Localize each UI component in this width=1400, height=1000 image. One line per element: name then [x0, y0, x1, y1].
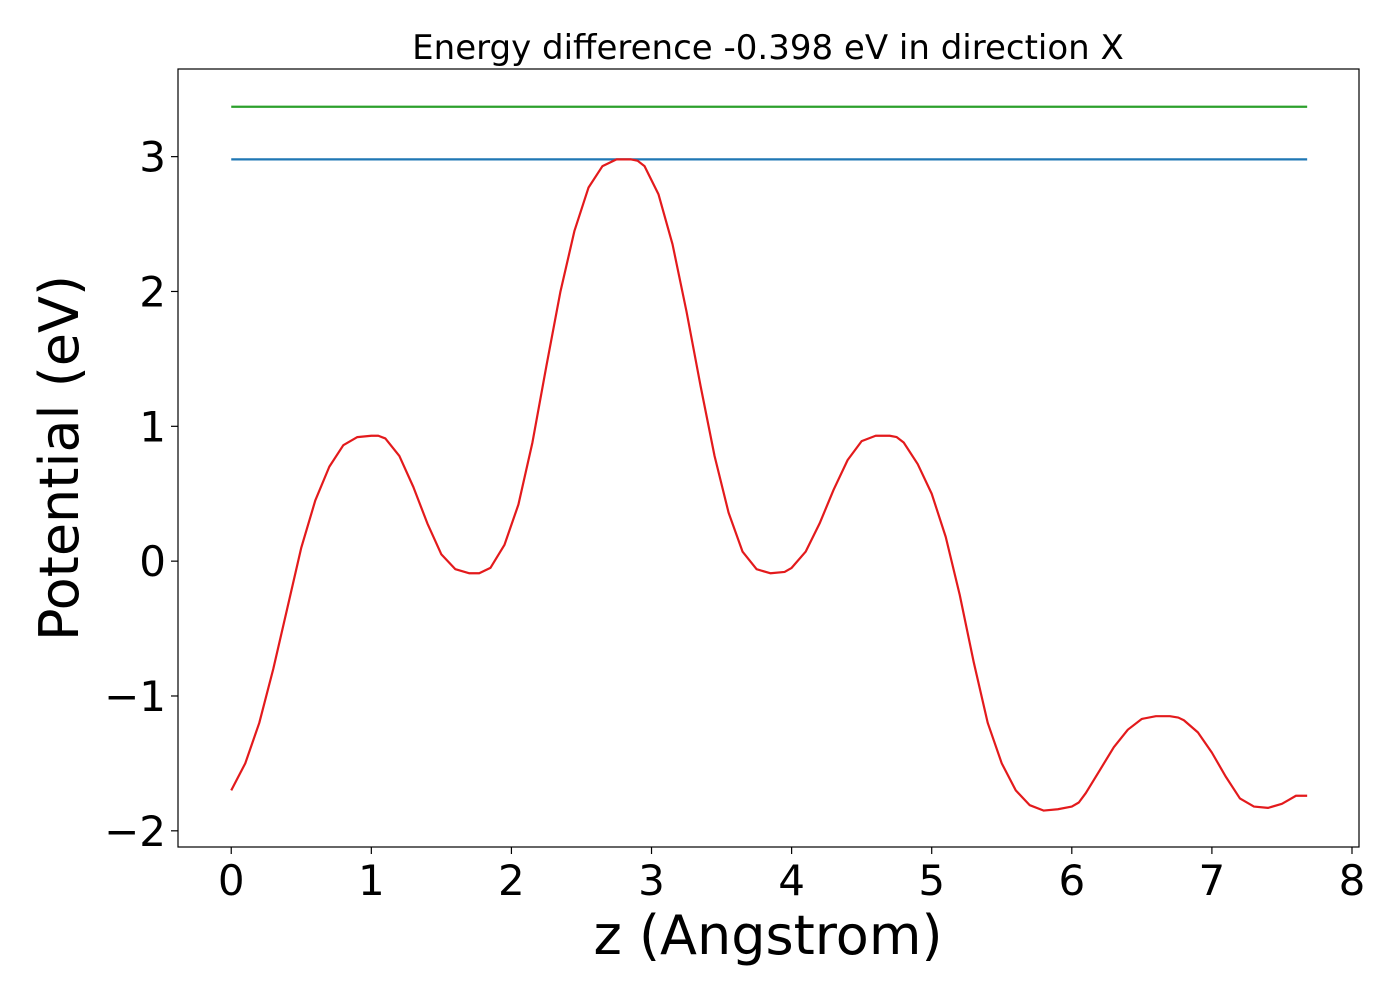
x-tick-label: 3: [638, 856, 665, 905]
x-tick-label: 2: [498, 856, 525, 905]
x-tick-label: 0: [218, 856, 245, 905]
x-tick-label: 6: [1058, 856, 1085, 905]
x-tick-label: 4: [778, 856, 805, 905]
x-tick-label: 5: [918, 856, 945, 905]
series-line-2: [230, 158, 1308, 812]
y-tick-label: −1: [104, 672, 166, 721]
y-tick-label: 2: [139, 267, 166, 316]
y-axis-title: Potential (eV): [28, 275, 91, 641]
y-tick-label: 1: [139, 402, 166, 451]
x-axis-title: z (Angstrom): [593, 904, 942, 967]
y-tick-label: −2: [104, 807, 166, 856]
x-tick-label: 7: [1199, 856, 1226, 905]
x-tick-label: 1: [358, 856, 385, 905]
x-axis-ticks: 0 1 2 3 4 5 6 7 8: [218, 847, 1365, 905]
chart-title: Energy difference -0.398 eV in direction…: [412, 28, 1124, 68]
y-axis-ticks: −2 −1 0 1 2 3: [104, 133, 178, 856]
plot-frame: [177, 68, 1360, 848]
x-tick-label: 8: [1339, 856, 1366, 905]
y-tick-label: 0: [139, 537, 166, 586]
series-layer: [230, 105, 1308, 812]
y-tick-label: 3: [139, 133, 166, 182]
